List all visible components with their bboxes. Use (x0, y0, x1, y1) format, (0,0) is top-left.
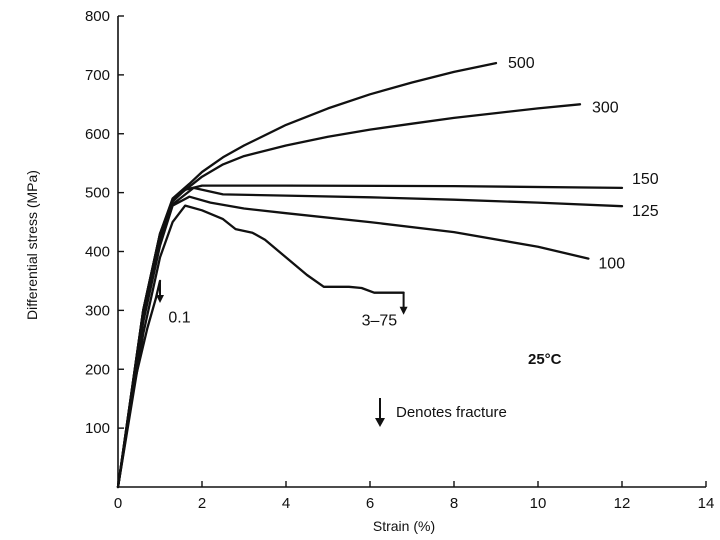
series-label-500: 500 (508, 55, 535, 72)
series-line-150 (116, 184, 624, 489)
y-tick-label: 500 (85, 185, 110, 202)
series-label-150: 150 (632, 171, 659, 188)
curves (116, 61, 624, 489)
x-tick-label: 6 (366, 495, 374, 512)
x-tick-label: 14 (698, 495, 715, 512)
series-label-125: 125 (632, 203, 659, 220)
y-tick-label: 300 (85, 302, 110, 319)
series-line-125 (116, 186, 624, 489)
x-tick-label: 4 (282, 495, 290, 512)
x-tick-label: 0 (114, 495, 122, 512)
fracture-legend: Denotes fracture (375, 398, 507, 427)
annotation-label: 0.1 (168, 309, 190, 326)
series-label-300: 300 (592, 99, 619, 116)
series-label-100: 100 (598, 256, 625, 273)
fracture-legend-text: Denotes fracture (396, 404, 507, 421)
series-line-100 (116, 195, 590, 489)
series-line-3-75 (116, 204, 405, 489)
y-tick-label: 600 (85, 126, 110, 143)
series-line-300 (116, 103, 582, 489)
axes: 0 2 4 6 8 10 12 14 100 200 300 400 500 600 700 800 (85, 8, 714, 512)
fracture-legend-arrow-icon (375, 398, 385, 427)
annotation-label: 3–75 (362, 312, 398, 329)
temperature-label: 25°C (528, 351, 562, 368)
x-tick-label: 2 (198, 495, 206, 512)
y-tick-label: 800 (85, 8, 110, 25)
y-tick-label: 700 (85, 67, 110, 84)
fracture-arrow-icon (399, 292, 408, 315)
y-tick-label: 200 (85, 361, 110, 378)
x-tick-label: 8 (450, 495, 458, 512)
x-tick-label: 12 (614, 495, 631, 512)
y-tick-label: 100 (85, 420, 110, 437)
series-labels: 500 300 150 125 100 0.1 3–75 (168, 55, 658, 329)
series-line-0.1 (116, 279, 162, 489)
fracture-arrow-icon (156, 280, 164, 303)
y-tick-label: 400 (85, 244, 110, 261)
x-axis-title: Strain (%) (373, 518, 435, 534)
y-axis-title: Differential stress (MPa) (24, 170, 40, 320)
x-tick-label: 10 (530, 495, 547, 512)
